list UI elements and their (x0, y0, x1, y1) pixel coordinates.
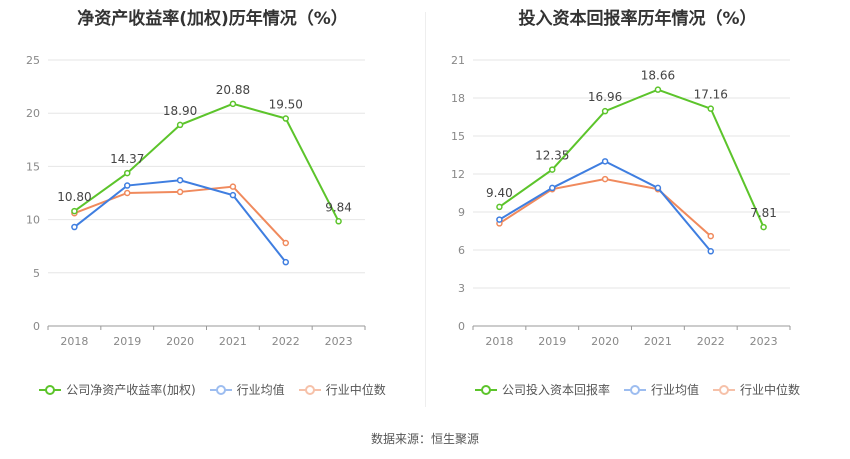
legend-swatch (474, 384, 497, 396)
x-tick-label: 2018 (60, 335, 88, 348)
y-tick-label: 9 (458, 206, 465, 219)
x-tick-label: 2019 (538, 335, 566, 348)
legend-label: 行业均值 (236, 383, 285, 397)
series-line (73, 102, 340, 222)
legend-item-industry-median[interactable]: 行业中位数 (298, 381, 386, 398)
y-tick-label: 18 (451, 92, 465, 105)
data-point (124, 189, 131, 197)
y-tick-label: 0 (458, 320, 465, 333)
data-point (335, 218, 342, 225)
plot-area: 0 5 10 15 20 25 2018 2019 2020 2021 2022 2023 10.80 1… (26, 54, 366, 348)
chart-roic: 投入资本回报率历年情况（%） 0 3 6 9 12 15 18 21 2018 2019 2020 2… (425, 0, 850, 420)
data-point (707, 105, 714, 112)
legend: 公司投入资本回报率 行业均值 行业中位数 (425, 381, 850, 398)
data-point (654, 184, 662, 192)
data-label: 20.88 (216, 83, 250, 97)
data-point (229, 100, 237, 108)
legend: 公司净资产收益率(加权) 行业均值 行业中位数 (0, 381, 425, 398)
x-tick-label: 2020 (166, 335, 194, 348)
x-tick-label: 2018 (485, 335, 513, 348)
y-tick-label: 6 (458, 244, 465, 257)
x-tick-label: 2023 (325, 335, 353, 348)
data-point (71, 207, 78, 215)
data-label: 7.81 (750, 206, 777, 220)
legend-item-industry-mean[interactable]: 行业均值 (623, 381, 699, 398)
y-tick-label: 3 (458, 282, 465, 295)
data-point (654, 86, 662, 93)
chart-roe: 净资产收益率(加权)历年情况（%） 0 5 10 15 20 25 2018 2019 2020… (0, 0, 425, 420)
legend-swatch (39, 384, 62, 396)
data-point (176, 176, 184, 184)
data-point (549, 166, 556, 173)
data-point (601, 107, 609, 115)
legend-item-industry-median[interactable]: 行业中位数 (713, 381, 800, 398)
y-tick-label: 25 (26, 54, 40, 67)
data-label: 12.35 (535, 149, 569, 163)
data-label: 19.50 (269, 98, 303, 112)
data-point (496, 216, 503, 223)
data-label: 17.16 (694, 88, 728, 102)
data-label: 16.96 (588, 90, 622, 104)
x-tick-label: 2022 (272, 335, 300, 348)
data-point (549, 184, 556, 192)
data-point (282, 258, 289, 266)
data-label: 10.80 (57, 190, 91, 204)
legend-swatch (298, 384, 321, 396)
data-label: 9.40 (486, 186, 513, 200)
x-tick-label: 2023 (750, 335, 778, 348)
legend-swatch (623, 384, 646, 396)
y-tick-label: 12 (451, 168, 465, 181)
chart-title: 投入资本回报率历年情况（%） (518, 9, 757, 29)
y-tick-label: 15 (26, 160, 40, 173)
legend-item-industry-mean[interactable]: 行业均值 (209, 381, 285, 398)
data-point (760, 223, 767, 231)
data-label: 9.84 (325, 200, 352, 214)
legend-item-company[interactable]: 公司净资产收益率(加权) (39, 381, 196, 398)
y-tick-label: 10 (26, 214, 40, 227)
series-line (498, 178, 712, 237)
x-tick-label: 2021 (644, 335, 672, 348)
data-point (601, 158, 609, 165)
legend-label: 行业中位数 (740, 383, 801, 397)
legend-label: 行业中位数 (325, 383, 386, 397)
data-point (176, 188, 184, 196)
x-tick-label: 2022 (697, 335, 725, 348)
y-tick-label: 0 (33, 320, 40, 333)
data-label: 18.90 (163, 104, 197, 118)
x-tick-label: 2019 (113, 335, 141, 348)
legend-swatch (209, 384, 232, 396)
x-tick-label: 2020 (591, 335, 619, 348)
legend-label: 公司投入资本回报率 (501, 383, 610, 397)
y-tick-label: 15 (451, 130, 465, 143)
legend-swatch (713, 384, 735, 396)
data-point (229, 191, 237, 199)
data-point (707, 232, 714, 240)
data-point (601, 175, 609, 183)
data-point (124, 182, 131, 189)
y-tick-label: 5 (33, 267, 40, 280)
legend-label: 公司净资产收益率(加权) (66, 383, 196, 397)
data-point (176, 121, 184, 129)
data-point (496, 203, 503, 211)
x-tick-label: 2021 (219, 335, 247, 348)
plot-area: 0 3 6 9 12 15 18 21 2018 2019 2020 2021 2022 2023 9.40… (451, 54, 791, 348)
data-point (229, 183, 237, 190)
series-line (498, 88, 765, 228)
panel-divider (425, 12, 426, 407)
chart-title: 净资产收益率(加权)历年情况（%） (77, 9, 348, 29)
legend-label: 行业均值 (650, 383, 699, 397)
data-source: 数据来源：恒生聚源 (370, 432, 479, 446)
data-point (282, 115, 289, 122)
legend-item-company[interactable]: 公司投入资本回报率 (474, 381, 610, 398)
y-tick-label: 21 (451, 54, 465, 67)
y-tick-label: 20 (26, 107, 40, 120)
data-point (124, 169, 131, 177)
data-point (707, 248, 714, 255)
data-point (71, 223, 78, 231)
series-line (498, 160, 712, 252)
data-label: 14.37 (110, 152, 144, 166)
data-label: 18.66 (641, 69, 675, 83)
data-point (282, 239, 289, 247)
